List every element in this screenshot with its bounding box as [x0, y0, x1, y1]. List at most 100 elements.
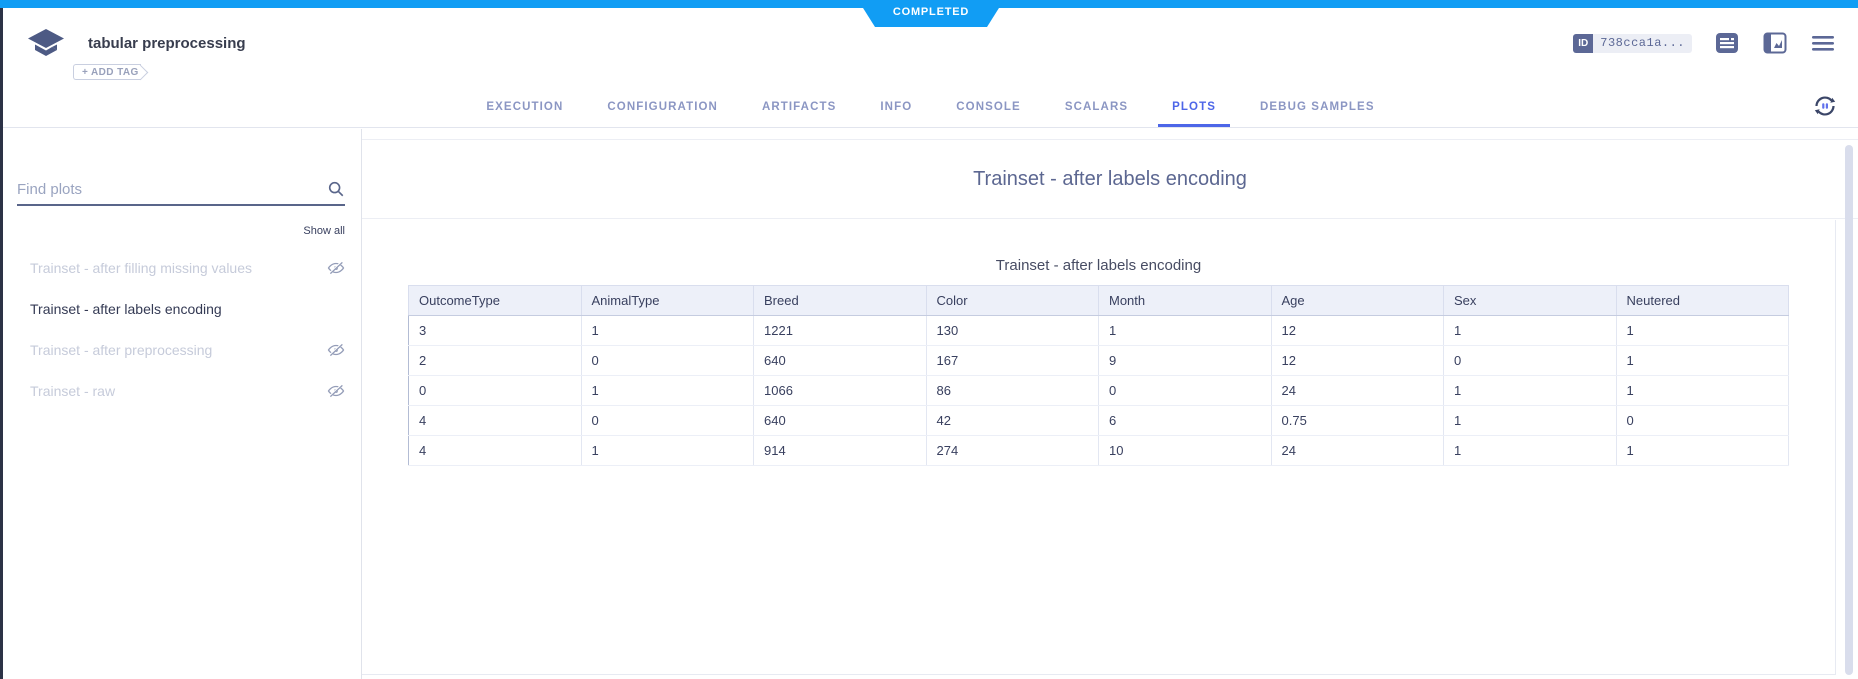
plot-item-after-preprocessing[interactable]: Trainset - after preprocessing [3, 329, 361, 370]
plot-table: OutcomeType AnimalType Breed Color Month… [408, 285, 1789, 466]
hamburger-menu-icon [1812, 36, 1834, 51]
plot-section-header: Trainset - after labels encoding [362, 139, 1858, 219]
table-cell: 1066 [753, 375, 927, 406]
table-cell: 6 [1098, 405, 1272, 436]
table-cell: 274 [926, 435, 1099, 466]
experiment-title: tabular preprocessing [88, 35, 246, 52]
table-cell: 3 [408, 315, 582, 346]
show-all-link[interactable]: Show all [303, 225, 345, 237]
details-view-button[interactable] [1714, 32, 1740, 54]
plot-list: Trainset - after filling missing values … [3, 247, 361, 411]
table-cell: 1 [1443, 315, 1617, 346]
table-cell: 167 [926, 345, 1099, 376]
refresh-icon [1814, 96, 1836, 116]
table-cell: 1 [1616, 315, 1789, 346]
table-cell: 1 [1443, 375, 1617, 406]
status-badge-label: COMPLETED [892, 6, 970, 18]
plots-sidebar: Show all Trainset - after filling missin… [3, 129, 362, 679]
tab-info[interactable]: INFO [880, 101, 913, 113]
table-cell: 2 [408, 345, 582, 376]
table-cell: 24 [1271, 435, 1444, 466]
table-cell: 86 [926, 375, 1099, 406]
table-cell: 24 [1271, 375, 1444, 406]
table-cell: 0 [1616, 405, 1789, 436]
id-value: 738cca1a... [1593, 33, 1692, 53]
column-header-color: Color [925, 285, 1099, 316]
vertical-scrollbar[interactable] [1845, 145, 1853, 675]
table-cell: 0 [581, 345, 754, 376]
table-cell: 640 [753, 405, 927, 436]
tab-execution[interactable]: EXECUTION [486, 101, 564, 113]
table-header-row: OutcomeType AnimalType Breed Color Month… [408, 285, 1789, 316]
table-cell: 1 [1098, 315, 1272, 346]
tab-configuration[interactable]: CONFIGURATION [607, 101, 718, 113]
table-row: 4 1 914 274 10 24 1 1 [408, 435, 1789, 466]
id-label: ID [1573, 33, 1594, 53]
table-cell: 0 [581, 405, 754, 436]
column-header-sex: Sex [1443, 285, 1617, 316]
table-cell: 12 [1271, 345, 1444, 376]
table-cell: 0 [408, 375, 582, 406]
search-icon [328, 181, 344, 197]
find-plots-input[interactable] [17, 180, 327, 198]
column-header-month: Month [1098, 285, 1272, 316]
table-cell: 1 [581, 375, 754, 406]
tab-console[interactable]: CONSOLE [956, 101, 1021, 113]
tab-bar: EXECUTION CONFIGURATION ARTIFACTS INFO C… [3, 87, 1858, 127]
experiment-logo-icon [27, 28, 65, 62]
plot-item-raw[interactable]: Trainset - raw [3, 370, 361, 411]
panel-chart-icon [1763, 32, 1787, 54]
eye-off-icon[interactable] [327, 382, 345, 400]
table-cell: 1221 [753, 315, 927, 346]
details-list-icon [1716, 33, 1738, 53]
menu-button[interactable] [1810, 32, 1836, 54]
table-row: 4 0 640 42 6 0.75 1 0 [408, 405, 1789, 436]
table-cell: 10 [1098, 435, 1272, 466]
tab-scalars[interactable]: SCALARS [1064, 101, 1129, 113]
column-header-animaltype: AnimalType [580, 285, 754, 316]
table-cell: 42 [926, 405, 1099, 436]
table-cell: 0.75 [1271, 405, 1444, 436]
table-cell: 1 [1616, 435, 1789, 466]
status-badge: COMPLETED [858, 0, 1004, 27]
column-header-age: Age [1270, 285, 1444, 316]
table-cell: 1 [1443, 435, 1617, 466]
header: tabular preprocessing + ADD TAG ID 738cc… [3, 8, 1858, 128]
table-cell: 9 [1098, 345, 1272, 376]
table-cell: 914 [753, 435, 927, 466]
eye-off-icon[interactable] [327, 341, 345, 359]
table-cell: 12 [1271, 315, 1444, 346]
table-cell: 0 [1098, 375, 1272, 406]
table-cell: 1 [1616, 345, 1789, 376]
column-header-outcometype: OutcomeType [408, 285, 582, 316]
plot-panel: Trainset - after labels encoding Trainse… [362, 129, 1858, 679]
left-edge-strip [0, 8, 3, 679]
table-cell: 1 [1616, 375, 1789, 406]
table-cell: 1 [581, 315, 754, 346]
column-header-breed: Breed [753, 285, 927, 316]
add-tag-button[interactable]: + ADD TAG [73, 64, 148, 80]
table-cell: 1 [1443, 405, 1617, 436]
table-cell: 4 [408, 435, 582, 466]
content-area: Show all Trainset - after filling missin… [3, 129, 1858, 679]
add-tag-label: + ADD TAG [73, 64, 141, 80]
table-cell: 4 [408, 405, 582, 436]
auto-refresh-button[interactable] [1812, 93, 1838, 119]
table-cell: 1 [581, 435, 754, 466]
table-cell: 130 [926, 315, 1099, 346]
tab-plots[interactable]: PLOTS [1158, 87, 1230, 127]
table-row: 2 0 640 167 9 12 0 1 [408, 345, 1789, 376]
plot-section-title: Trainset - after labels encoding [973, 167, 1247, 190]
eye-off-icon[interactable] [327, 259, 345, 277]
info-panel-button[interactable] [1762, 32, 1788, 54]
header-actions: ID 738cca1a... [1573, 32, 1836, 54]
table-cell: 0 [1443, 345, 1617, 376]
tab-debug-samples[interactable]: DEBUG SAMPLES [1259, 101, 1375, 113]
plot-item-labels-encoding[interactable]: Trainset - after labels encoding [30, 300, 222, 317]
plot-card: Trainset - after labels encoding Outcome… [362, 220, 1836, 675]
plot-item-filling-missing-values[interactable]: Trainset - after filling missing values [3, 247, 361, 288]
tab-artifacts[interactable]: ARTIFACTS [761, 101, 837, 113]
experiment-id-chip[interactable]: ID 738cca1a... [1573, 33, 1692, 53]
table-cell: 640 [753, 345, 927, 376]
